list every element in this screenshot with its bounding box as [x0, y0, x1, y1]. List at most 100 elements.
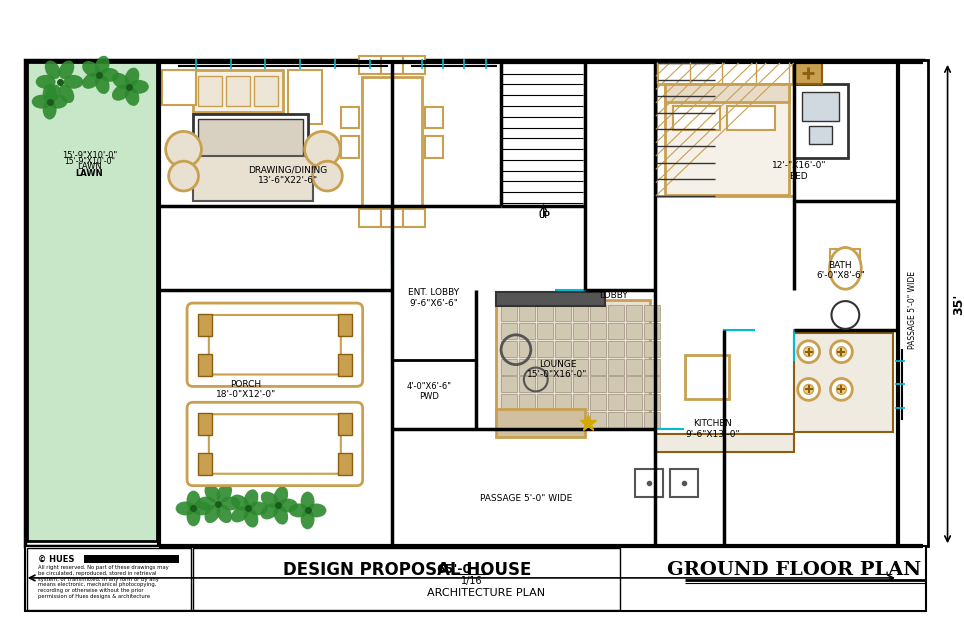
Bar [554, 359, 571, 374]
Bar [626, 394, 642, 410]
Ellipse shape [44, 61, 61, 79]
Text: LOBBY: LOBBY [599, 291, 628, 299]
Bar [381, 209, 403, 227]
Ellipse shape [124, 86, 140, 106]
Bar [519, 394, 535, 410]
Bar [84, 555, 178, 563]
Bar [590, 359, 606, 374]
Bar [626, 359, 642, 374]
Ellipse shape [82, 61, 100, 77]
Bar [644, 359, 659, 374]
Text: ARCHITECTURE PLAN: ARCHITECTURE PLAN [427, 588, 546, 598]
Bar [793, 62, 821, 84]
Bar [501, 305, 517, 321]
Bar [194, 114, 308, 178]
Ellipse shape [301, 492, 314, 511]
Bar [590, 305, 606, 321]
Bar [337, 453, 352, 475]
Ellipse shape [231, 494, 249, 511]
Ellipse shape [187, 506, 201, 526]
Bar [626, 305, 642, 321]
Text: All right reserved. No part of these drawings may
be circulated, reproduced, sto: All right reserved. No part of these dra… [38, 565, 169, 599]
Text: DESIGN PROPOSAL HOUSE: DESIGN PROPOSAL HOUSE [282, 561, 531, 579]
Text: LOUNGE
15'-0"X16'-0": LOUNGE 15'-0"X16'-0" [527, 360, 588, 379]
Text: GROUND FLOOR PLAN: GROUND FLOOR PLAN [667, 561, 921, 579]
Circle shape [305, 131, 340, 167]
Bar [496, 300, 650, 429]
Ellipse shape [301, 509, 314, 529]
Ellipse shape [82, 72, 100, 89]
Circle shape [804, 347, 814, 357]
Ellipse shape [42, 99, 57, 119]
Ellipse shape [124, 68, 140, 87]
Bar [608, 341, 624, 357]
Bar [644, 305, 659, 321]
Bar [194, 70, 282, 112]
Bar [573, 341, 588, 357]
Bar [501, 412, 517, 428]
Bar [573, 359, 588, 374]
Ellipse shape [32, 95, 52, 109]
FancyBboxPatch shape [187, 402, 362, 486]
Ellipse shape [187, 491, 201, 511]
Bar [673, 106, 720, 131]
Ellipse shape [59, 61, 74, 79]
Ellipse shape [64, 75, 83, 89]
Bar [27, 62, 157, 541]
Bar [519, 376, 535, 392]
Bar [501, 376, 517, 392]
Bar [793, 333, 893, 432]
Bar [25, 60, 923, 546]
Bar [25, 546, 925, 611]
FancyBboxPatch shape [209, 414, 341, 474]
Bar [608, 394, 624, 410]
Bar [519, 412, 535, 428]
Bar [802, 92, 840, 121]
Bar [608, 359, 624, 374]
Text: 65'-0: 65'-0 [436, 564, 471, 576]
Bar [337, 354, 352, 376]
Ellipse shape [95, 56, 110, 75]
Ellipse shape [192, 501, 211, 516]
Ellipse shape [95, 74, 110, 94]
Circle shape [312, 161, 342, 191]
Circle shape [837, 384, 846, 394]
Text: PORCH
18'-0"X12'-0": PORCH 18'-0"X12'-0" [216, 380, 277, 399]
Bar [496, 292, 605, 306]
Bar [626, 412, 642, 428]
Bar [519, 323, 535, 339]
Bar [644, 341, 659, 357]
FancyBboxPatch shape [209, 315, 341, 374]
Circle shape [169, 161, 199, 191]
Bar [537, 341, 552, 357]
Bar [537, 359, 552, 374]
Bar [501, 394, 517, 410]
Bar [537, 376, 552, 392]
Text: 1/16: 1/16 [461, 576, 482, 586]
Bar [537, 394, 552, 410]
Bar [425, 136, 442, 158]
Ellipse shape [217, 484, 232, 502]
Bar [198, 354, 212, 376]
Bar [830, 249, 860, 262]
Bar [590, 394, 606, 410]
Bar [644, 394, 659, 410]
Circle shape [804, 384, 814, 394]
Ellipse shape [217, 504, 232, 523]
Ellipse shape [244, 508, 258, 528]
Bar [496, 409, 585, 437]
Bar [590, 323, 606, 339]
Text: 35': 35' [952, 293, 964, 315]
Text: © HUES: © HUES [38, 555, 74, 564]
Bar [644, 323, 659, 339]
Bar [670, 469, 698, 496]
Bar [341, 107, 360, 129]
Bar [554, 412, 571, 428]
Ellipse shape [42, 84, 57, 104]
FancyBboxPatch shape [187, 303, 362, 386]
Text: KITCHEN
9'-6"X13'-0": KITCHEN 9'-6"X13'-0" [685, 419, 739, 439]
Ellipse shape [274, 505, 288, 524]
Bar [198, 314, 212, 336]
Ellipse shape [59, 84, 74, 103]
Bar [537, 412, 552, 428]
